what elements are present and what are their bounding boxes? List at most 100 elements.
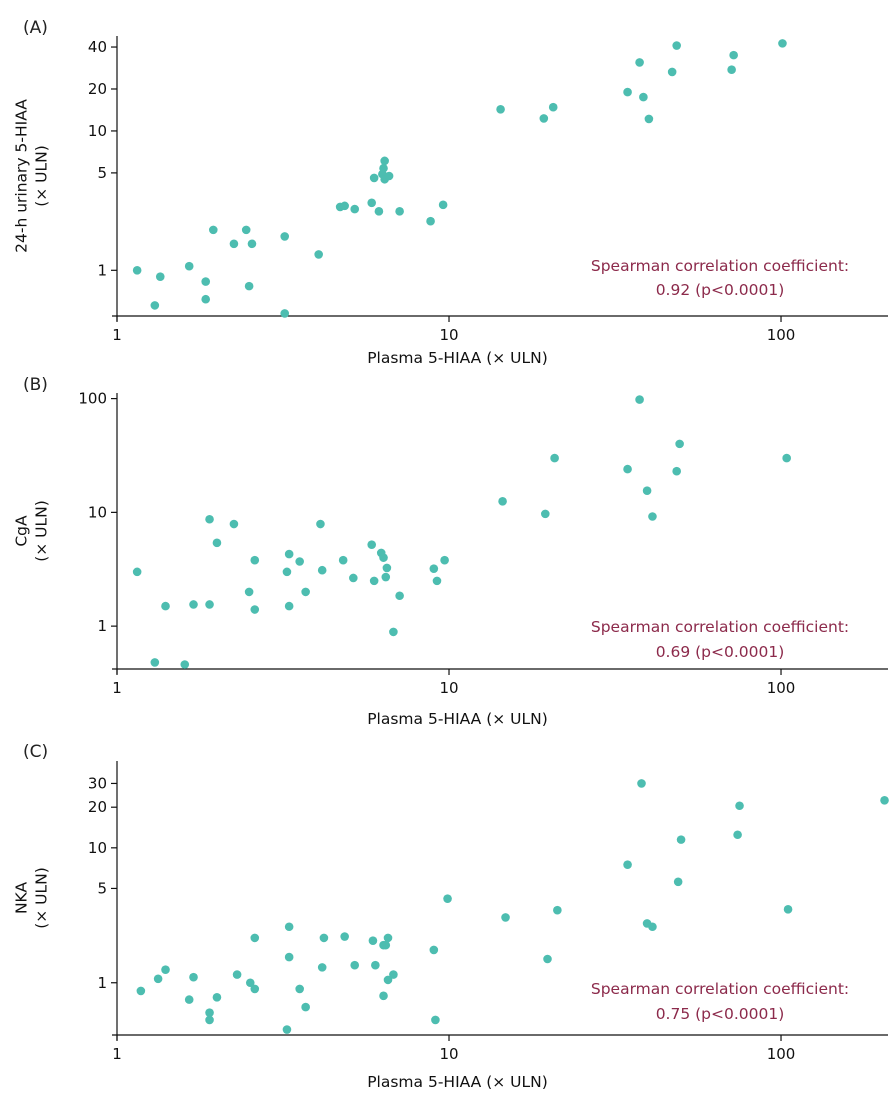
- data-point: [623, 860, 632, 869]
- data-point: [675, 439, 684, 449]
- data-point: [384, 171, 394, 181]
- data-point: [367, 198, 377, 208]
- data-point: [431, 1015, 440, 1025]
- data-point: [350, 960, 360, 970]
- data-point: [623, 87, 632, 97]
- y-axis-title: (× ULN): [33, 867, 51, 929]
- y-tick-label: 30: [88, 774, 107, 792]
- data-point: [371, 960, 380, 970]
- data-point: [350, 204, 360, 214]
- data-point: [389, 970, 398, 979]
- data-point: [150, 301, 160, 310]
- data-point: [642, 486, 652, 496]
- data-point: [381, 940, 391, 950]
- data-point: [369, 173, 379, 183]
- data-point: [189, 600, 198, 609]
- data-point: [729, 50, 738, 60]
- data-point: [635, 58, 644, 67]
- x-axis-title: Plasma 5-HIAA (× ULN): [367, 710, 548, 728]
- y-tick-label: 100: [78, 390, 107, 408]
- data-point: [280, 309, 290, 318]
- y-tick-label: 10: [88, 122, 107, 140]
- x-tick-label: 1: [112, 679, 122, 697]
- data-point: [247, 239, 257, 249]
- data-point: [184, 995, 194, 1004]
- data-point: [161, 601, 170, 611]
- data-point: [381, 572, 391, 582]
- data-point: [180, 660, 190, 669]
- x-axis-title: Plasma 5-HIAA (× ULN): [367, 1073, 548, 1091]
- data-point: [250, 933, 260, 943]
- data-point: [782, 453, 791, 463]
- data-point: [280, 232, 290, 241]
- data-point: [395, 591, 404, 601]
- panel-label: (A): [23, 18, 48, 38]
- data-point: [161, 965, 170, 974]
- data-point: [153, 974, 163, 984]
- data-point: [880, 796, 889, 805]
- data-point: [389, 627, 398, 637]
- correlation-annotation: Spearman correlation coefficient:: [591, 980, 849, 998]
- x-tick-label: 10: [439, 1045, 458, 1063]
- data-point: [317, 565, 327, 575]
- data-point: [637, 779, 646, 788]
- y-tick-label: 20: [88, 80, 107, 98]
- correlation-annotation: Spearman correlation coefficient:: [591, 618, 849, 636]
- correlation-annotation: 0.69 (p<0.0001): [656, 643, 785, 661]
- data-point: [136, 986, 146, 996]
- data-point: [432, 576, 442, 586]
- data-point: [340, 201, 349, 211]
- data-point: [727, 65, 736, 75]
- data-point: [282, 1025, 292, 1034]
- data-point: [382, 563, 392, 573]
- data-point: [673, 877, 683, 887]
- data-point: [244, 281, 254, 291]
- data-point: [201, 294, 211, 304]
- y-tick-label: 20: [88, 798, 107, 816]
- data-point: [644, 114, 654, 124]
- data-point: [284, 952, 294, 962]
- data-point: [205, 1015, 214, 1025]
- data-point: [543, 954, 552, 964]
- data-point: [250, 605, 260, 614]
- data-point: [498, 497, 507, 506]
- data-point: [379, 991, 388, 1001]
- data-point: [212, 538, 222, 548]
- data-point: [383, 975, 393, 985]
- x-tick-label: 100: [767, 326, 796, 344]
- y-tick-label: 10: [88, 839, 107, 857]
- data-point: [205, 600, 214, 609]
- data-point: [676, 835, 686, 844]
- data-point: [735, 801, 744, 811]
- data-point: [539, 114, 549, 123]
- data-point: [205, 1008, 214, 1017]
- data-point: [150, 658, 160, 667]
- data-point: [379, 163, 388, 173]
- data-point: [369, 576, 379, 586]
- data-point: [316, 519, 325, 529]
- y-tick-label: 1: [97, 617, 107, 635]
- data-point: [429, 564, 439, 573]
- data-point: [232, 970, 242, 979]
- x-axis-title: Plasma 5-HIAA (× ULN): [367, 349, 548, 367]
- data-point: [541, 509, 550, 519]
- data-point: [667, 67, 677, 77]
- y-axis-title: 24-h urinary 5-HIAA: [13, 99, 31, 253]
- data-point: [184, 261, 194, 271]
- y-tick-label: 5: [97, 879, 107, 897]
- data-point: [340, 932, 349, 941]
- y-tick-label: 10: [88, 503, 107, 521]
- data-point: [783, 905, 793, 914]
- y-tick-label: 1: [97, 261, 107, 279]
- panel-label: (B): [23, 375, 48, 395]
- y-axis-title: (× ULN): [33, 145, 51, 207]
- data-point: [295, 984, 304, 994]
- data-point: [368, 936, 378, 945]
- chart-panel-1: (A) 1 10 100 1 5 10 20 40 Plasma 5-HIAA (× ULN) 24…: [13, 18, 888, 367]
- data-point: [284, 549, 294, 559]
- data-point: [245, 978, 255, 988]
- data-point: [132, 567, 142, 577]
- data-point: [438, 200, 448, 210]
- data-point: [338, 555, 348, 565]
- data-point: [648, 512, 657, 521]
